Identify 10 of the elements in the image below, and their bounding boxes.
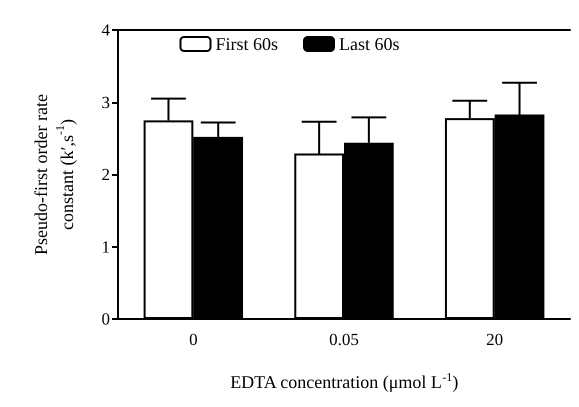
legend-label: Last 60s: [339, 34, 400, 54]
y-tick-label: 0: [102, 310, 110, 328]
legend-label: First 60s: [215, 34, 278, 54]
x-tick-label: 20: [486, 330, 504, 349]
y-tick-label: 1: [102, 237, 110, 256]
x-tick-label: 0.05: [329, 330, 359, 349]
y-tick-label: 3: [102, 92, 110, 112]
y-tick-label: 4: [102, 20, 110, 40]
x-tick-label: 0: [189, 330, 198, 349]
y-tick-label: 2: [102, 165, 110, 184]
